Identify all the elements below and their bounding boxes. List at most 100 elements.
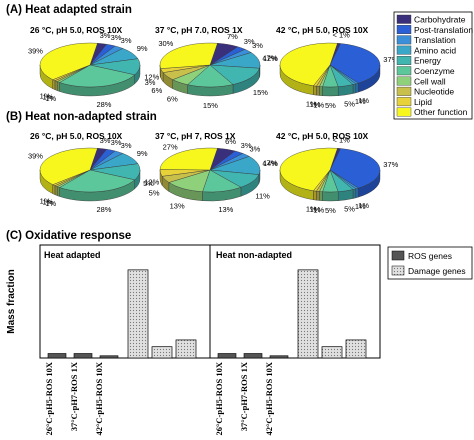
pie-slice-side	[52, 184, 56, 195]
pie-slice-label: 12%	[263, 54, 278, 63]
pie-slice-label: 5%	[344, 99, 355, 108]
legend-label: Lipid	[414, 97, 432, 107]
pie-slice-label: 12%	[144, 178, 159, 187]
pie-slice-label: 5%	[344, 204, 355, 213]
x-tick-label: 42°C-pH5-ROS 10X	[264, 361, 274, 435]
pie-slice-label: 30%	[158, 39, 173, 48]
group-label: Heat adapted	[44, 250, 101, 260]
pie-slice	[39, 147, 98, 185]
pie-2: 37 °C, pH 7.0, ROS 1X7%3%3%12%15%15%6%6%…	[145, 25, 279, 110]
pie-slice-side	[54, 80, 58, 91]
bar-ros	[47, 353, 67, 359]
pie-slice-label: 1%	[45, 94, 56, 103]
x-tick-label: 26°C-pH5-ROS 10X	[44, 361, 54, 435]
bar-ros	[73, 353, 93, 359]
legend-label: Amino acid	[414, 45, 456, 55]
pie-slice-label: 3%	[100, 136, 111, 145]
pie-slice-side	[355, 187, 359, 199]
pie-slice-side	[57, 81, 60, 92]
legend-swatch	[396, 56, 412, 65]
category-legend: CarbohydratePost-translationTranslationA…	[393, 11, 473, 120]
pie-slice-label: 6%	[167, 95, 178, 104]
pie-title: 26 °C, pH 5.0, ROS 10X	[30, 25, 123, 35]
pie-slice	[279, 42, 338, 86]
pie-slice-label: 3%	[145, 78, 156, 87]
pie-slice-label: 13%	[218, 205, 233, 214]
pie-slice-label: 28%	[96, 205, 111, 214]
pie-slice-label: 3%	[241, 141, 252, 150]
pie-slice-label: 5%	[325, 206, 336, 215]
pie-title: 37 °C, pH 7, ROS 1X	[155, 131, 236, 141]
pie-slice-side	[316, 190, 320, 201]
pie-slice-label: 1%	[40, 91, 51, 100]
pie-slice-label: 11%	[255, 191, 270, 200]
pie-slice-side	[52, 79, 56, 90]
pie-slice-side	[322, 86, 339, 97]
bar-legend: ROS genes Damage genes	[387, 246, 473, 280]
pie-slice-label: 3%	[111, 33, 122, 42]
pie-slice-label: 1%	[40, 196, 51, 205]
pie-slice-label: 47%	[262, 54, 277, 63]
pie-slice-label: 1%	[355, 97, 366, 106]
bar-legend-damage: Damage genes	[408, 266, 466, 276]
pie-slice-label: 1%	[306, 205, 317, 214]
pie-slice	[329, 148, 381, 189]
pie-slice-label: 47%	[262, 159, 277, 168]
y-axis-label: Mass fraction	[6, 269, 17, 333]
legend-label: Nucleotide	[414, 87, 454, 97]
legend-label: Coenzyme	[414, 66, 455, 76]
pie-slice-label: 1%	[310, 100, 321, 109]
legend-swatch	[396, 86, 412, 96]
bar-legend-swatch-damage	[391, 265, 405, 276]
panel-a-title: (A) Heat adapted strain	[6, 4, 132, 16]
pie-slice	[39, 42, 98, 80]
bar-damage	[321, 346, 343, 359]
pie-slice-label: 37%	[383, 160, 398, 169]
pie-title: 42 °C, pH 5.0, ROS 10X	[276, 25, 369, 35]
x-tick-label: 37°C-pH7-ROS 1X	[69, 361, 79, 431]
pie-slice-label: 6%	[225, 137, 236, 146]
pie-6: 42 °C, pH 5.0, ROS 10X< 1%37%1%1%5%5%1%1…	[262, 131, 398, 215]
bar-damage	[175, 339, 197, 359]
bar-ros	[269, 355, 289, 359]
group-label: Heat non-adapted	[216, 250, 292, 260]
pie-slice-label: 27%	[163, 142, 178, 151]
pie-slice-side	[313, 190, 317, 201]
pie-slice-label: 5%	[325, 101, 336, 110]
pie-slice-label: 15%	[203, 101, 218, 110]
pie-title: 26 °C, pH 5.0, ROS 10X	[30, 131, 123, 141]
bar-ros	[217, 353, 237, 359]
legend-swatch	[396, 97, 412, 107]
x-tick-label: 26°C-pH5-ROS 10X	[214, 361, 224, 435]
pie-slice-side	[319, 86, 323, 96]
legend-swatch	[396, 14, 412, 24]
pie-5: 37 °C, pH 7, ROS 1X6% 3%3%14%11%13%13%5%5…	[143, 131, 278, 214]
pie-title: 42 °C, pH 5.0, ROS 10X	[276, 131, 369, 141]
pie-slice-label: 28%	[96, 100, 111, 109]
pie-slice-label: 3%	[121, 141, 132, 150]
legend-swatch	[396, 66, 412, 76]
pie-slice-side	[313, 85, 317, 96]
pie-slice-label: 9%	[137, 149, 148, 158]
pie-slice-label: 3%	[249, 145, 260, 154]
legend-swatch	[396, 25, 412, 34]
pie-slice-label: 1%	[42, 93, 53, 102]
pie-slice-label: 5%	[143, 179, 154, 188]
pie-title: 37 °C, pH 7.0, ROS 1X	[155, 25, 243, 35]
pie-slice-label: 1%	[358, 96, 369, 105]
pie-slice-label: 12%	[144, 73, 159, 82]
pie-slice-side	[352, 83, 356, 94]
bar-chart: Heat adapted Heat non-adapted Mass fractio…	[6, 244, 473, 436]
bar-legend-ros: ROS genes	[408, 251, 452, 261]
pie-slice-label: 3%	[121, 36, 132, 45]
pie-slice-side	[352, 188, 356, 199]
pie-slice-label: 1%	[313, 100, 324, 109]
pie-slice-label: 3%	[100, 31, 111, 40]
panel-c-title: (C) Oxidative response	[6, 230, 131, 242]
pie-slice	[159, 147, 218, 171]
pie-slice-label: 7%	[227, 32, 238, 41]
legend-label: Energy	[414, 56, 442, 66]
pie-3: 42 °C, pH 5.0, ROS 10X< 1%37%1%1%5%5%1%1…	[262, 25, 398, 110]
